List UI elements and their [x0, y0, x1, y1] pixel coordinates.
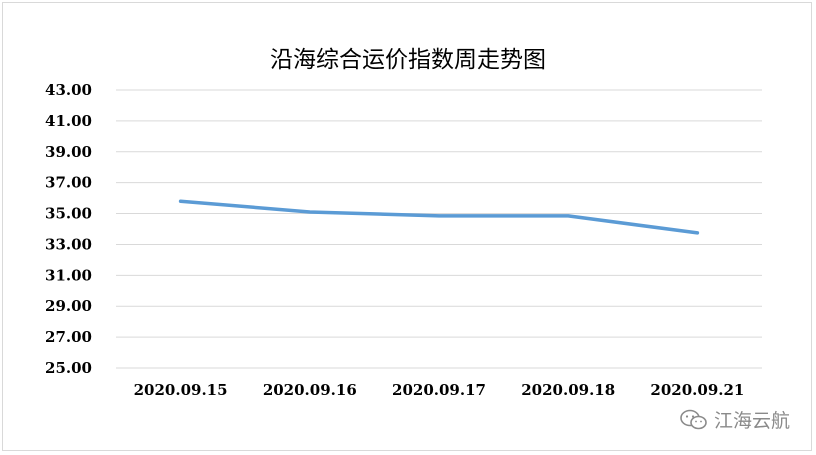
y-tick-label: 27.00	[45, 328, 92, 346]
y-tick-label: 25.00	[45, 359, 92, 377]
x-tick-label: 2020.09.16	[263, 381, 357, 399]
y-tick-label: 43.00	[45, 81, 92, 99]
x-tick-label: 2020.09.17	[392, 381, 486, 399]
y-tick-label: 39.00	[45, 143, 92, 161]
y-tick-label: 31.00	[45, 266, 92, 284]
y-tick-label: 33.00	[45, 235, 92, 253]
y-tick-label: 29.00	[45, 297, 92, 315]
y-tick-label: 41.00	[45, 112, 92, 130]
watermark: 江海云航	[680, 406, 790, 433]
watermark-text: 江海云航	[713, 410, 790, 432]
x-tick-label: 2020.09.21	[650, 381, 744, 399]
y-tick-label: 35.00	[45, 205, 92, 223]
wechat-icon	[680, 409, 707, 429]
chart-frame	[2, 2, 812, 451]
x-tick-label: 2020.09.18	[521, 381, 615, 399]
x-tick-label: 2020.09.15	[134, 381, 228, 399]
series-line	[178, 199, 700, 235]
y-tick-label: 37.00	[45, 174, 92, 192]
chart-title: 沿海综合运价指数周走势图	[270, 47, 546, 73]
